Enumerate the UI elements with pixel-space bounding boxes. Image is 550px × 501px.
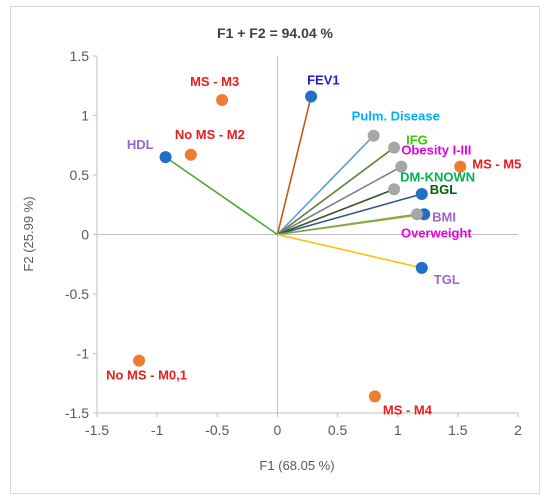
observation-marker — [216, 94, 229, 107]
x-tick-label: 0.5 — [328, 422, 348, 438]
x-tick-label: 0 — [274, 422, 282, 438]
x-tick-label: 1 — [394, 422, 402, 438]
variable-label: Obesity I-III — [401, 143, 471, 158]
plot-axes: -1.5 -1 -0.5 0 0.5 1 1.5 2 -1.5 -1 -0.5 0 0.5 1 1.5 — [65, 48, 522, 438]
y-tick-label: 1.5 — [70, 48, 90, 64]
variable-label: Pulm. Disease — [352, 109, 440, 124]
y-tick-label: -0.5 — [65, 286, 89, 302]
x-tick-label: 2 — [514, 422, 522, 438]
observation-label: MS - M4 — [383, 402, 433, 417]
observation-marker — [184, 148, 197, 161]
observation-label: No MS - M2 — [175, 127, 245, 142]
observation-label: MS - M5 — [472, 157, 521, 172]
observation-marker — [368, 390, 381, 403]
data-markers — [133, 90, 467, 403]
variable-marker — [367, 129, 380, 142]
observation-label: No MS - M0,1 — [106, 368, 187, 383]
x-tick-label: -1 — [151, 422, 164, 438]
variable-label: IFG — [406, 133, 428, 148]
y-tick-label: 0 — [81, 227, 89, 243]
variable-marker — [305, 90, 318, 103]
x-tick-label: 1.5 — [448, 422, 468, 438]
y-tick-label: 0.5 — [70, 167, 90, 183]
loading-vector — [277, 213, 418, 236]
x-axis-title: F1 (68.05 %) — [259, 458, 334, 473]
loading-vector — [277, 233, 422, 269]
variable-marker — [388, 141, 401, 154]
loading-vector — [277, 165, 402, 236]
variable-label: BGL — [430, 182, 458, 197]
loading-vector — [277, 188, 395, 236]
loading-vector — [276, 146, 395, 236]
variable-label: HDL — [127, 137, 154, 152]
variable-marker — [159, 151, 172, 164]
variable-vectors — [165, 96, 425, 269]
variable-label: TGL — [434, 272, 460, 287]
x-tick-label: -0.5 — [205, 422, 229, 438]
loading-vector — [165, 156, 278, 236]
variable-label: FEV1 — [307, 72, 340, 87]
variable-marker — [415, 188, 428, 201]
variable-marker — [395, 160, 408, 173]
y-axis-title: F2 (25.99 %) — [21, 196, 36, 271]
chart-title: F1 + F2 = 94.04 % — [217, 25, 334, 41]
x-tick-label: -1.5 — [85, 422, 109, 438]
variable-marker — [410, 208, 423, 221]
variable-label: BMI — [432, 209, 456, 224]
loading-vector — [276, 96, 312, 235]
observation-marker — [454, 160, 467, 173]
y-tick-label: -1.5 — [65, 405, 89, 421]
observation-label: MS - M3 — [190, 74, 239, 89]
variable-marker — [388, 183, 401, 196]
variable-marker — [415, 261, 428, 274]
y-tick-label: 1 — [81, 108, 89, 124]
loading-vector — [277, 193, 422, 236]
observation-marker — [133, 354, 146, 367]
chart-frame — [10, 6, 540, 494]
loading-vector — [276, 135, 375, 236]
y-tick-label: -1 — [77, 346, 90, 362]
variable-label: DM-KNOWN — [400, 169, 475, 184]
variable-label: Overweight — [401, 225, 472, 240]
